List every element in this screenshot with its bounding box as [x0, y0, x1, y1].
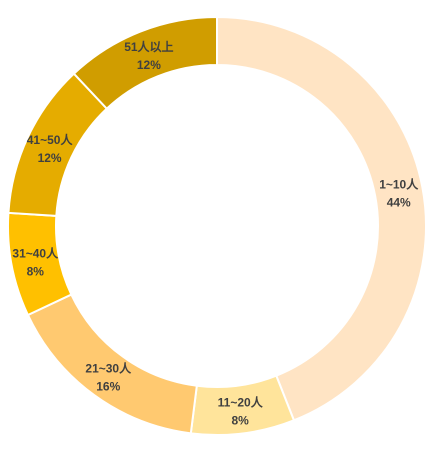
slice-label-5: 51人以上	[124, 39, 173, 54]
slice-label-0: 1~10人	[379, 176, 419, 191]
slice-percent-5: 12%	[137, 58, 161, 72]
slice-label-4: 41~50人	[27, 132, 74, 147]
slice-label-1: 11~20人	[218, 395, 264, 410]
slice-label-2: 21~30人	[85, 361, 132, 376]
slice-percent-4: 12%	[38, 151, 62, 165]
donut-slices	[7, 15, 427, 436]
slice-percent-0: 44%	[387, 195, 411, 209]
slice-percent-3: 8%	[27, 265, 45, 279]
slice-0	[216, 15, 427, 422]
slice-percent-1: 8%	[232, 414, 250, 428]
slice-label-3: 31~40人	[12, 246, 59, 261]
slice-percent-2: 16%	[96, 380, 120, 394]
donut-labels: 1~10人 44% 11~20人 8% 21~30人 16% 31~40人 8% 41~50人 1…	[12, 39, 419, 428]
slice-5	[72, 15, 218, 111]
